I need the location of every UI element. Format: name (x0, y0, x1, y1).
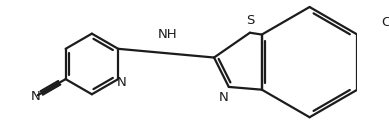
Text: Cl: Cl (381, 16, 389, 29)
Text: N: N (31, 90, 41, 103)
Text: S: S (247, 14, 255, 27)
Text: NH: NH (158, 28, 178, 41)
Text: N: N (117, 76, 127, 89)
Text: N: N (218, 91, 228, 104)
